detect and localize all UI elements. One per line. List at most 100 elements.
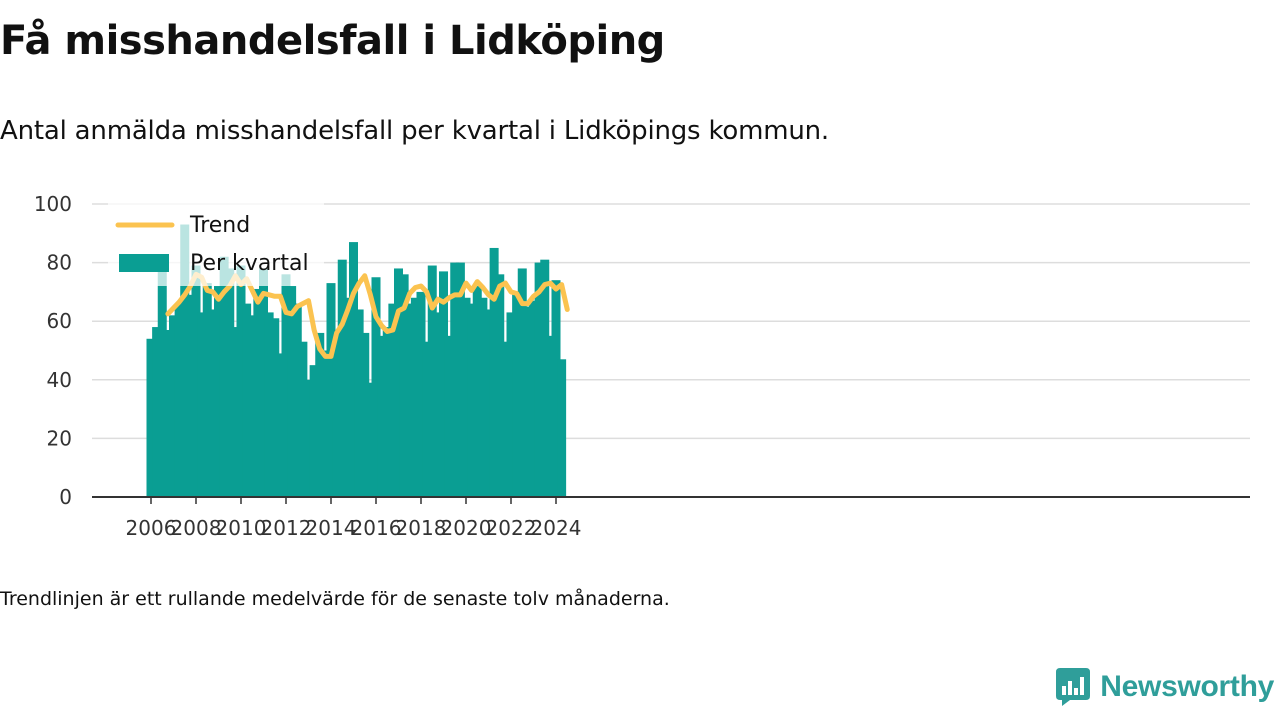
bar	[337, 259, 347, 497]
bar	[191, 265, 201, 497]
y-tick-label: 20	[47, 426, 72, 450]
x-tick-label: 2012	[261, 516, 312, 540]
bar	[332, 332, 342, 497]
bar	[371, 277, 381, 497]
bar	[472, 286, 482, 497]
bar	[298, 341, 308, 497]
brand-name: Newsworthy	[1100, 670, 1274, 703]
bar	[287, 286, 297, 497]
y-tick-label: 60	[47, 309, 72, 333]
bar	[489, 247, 499, 497]
x-tick-label: 2014	[306, 516, 357, 540]
x-tick-label: 2022	[486, 516, 537, 540]
bar	[174, 303, 184, 497]
bar	[461, 297, 471, 497]
bar	[152, 327, 162, 497]
y-tick-label: 100	[34, 192, 72, 216]
bar	[551, 280, 561, 497]
bar	[185, 294, 195, 497]
bar	[270, 318, 280, 497]
bar	[320, 350, 330, 497]
x-tick-label: 2020	[441, 516, 492, 540]
bar	[225, 268, 235, 497]
bar	[433, 312, 443, 497]
bar	[230, 327, 240, 497]
bar	[214, 286, 223, 497]
bar	[388, 303, 398, 497]
legend-bar-label: Per kvartal	[190, 251, 309, 276]
x-tick-label: 2018	[396, 516, 447, 540]
bar	[264, 312, 274, 497]
bar	[517, 268, 527, 497]
bar	[326, 283, 336, 497]
bar	[484, 309, 493, 497]
bar	[354, 309, 364, 497]
bar	[540, 259, 550, 497]
x-tick-label: 2008	[171, 516, 222, 540]
bar	[382, 327, 392, 497]
x-tick-label: 2024	[531, 516, 582, 540]
bar	[292, 303, 302, 497]
bar	[247, 315, 257, 497]
bar	[343, 297, 353, 497]
bar	[253, 288, 263, 497]
bar	[169, 315, 178, 497]
bar	[405, 303, 415, 497]
bar-chart-bubble-icon	[1056, 668, 1091, 706]
bar	[349, 242, 358, 497]
bar	[439, 271, 448, 497]
bar	[219, 256, 229, 497]
bar	[495, 274, 505, 497]
bar	[534, 262, 544, 497]
bar	[304, 379, 313, 497]
brand-logo: Newsworthy	[1056, 668, 1274, 706]
bar	[315, 332, 325, 497]
bar	[455, 262, 465, 497]
bar	[242, 303, 252, 497]
bar	[529, 300, 538, 497]
bar	[427, 265, 437, 497]
bar	[202, 283, 212, 497]
legend: Trend Per kvartal	[108, 202, 324, 286]
footnote: Trendlinjen är ett rullande medelvärde f…	[0, 588, 670, 610]
x-tick-label: 2010	[216, 516, 267, 540]
bar-series	[146, 224, 567, 497]
bar	[377, 335, 387, 497]
bar	[416, 291, 426, 497]
bar	[557, 359, 567, 497]
bar	[506, 312, 516, 497]
page-title: Få misshandelsfall i Lidköping	[0, 18, 665, 64]
bar	[281, 274, 291, 497]
bar	[478, 297, 488, 497]
bar	[180, 224, 190, 497]
x-tick-label: 2016	[351, 516, 402, 540]
legend-trend-label: Trend	[189, 213, 250, 238]
bar	[467, 303, 477, 497]
axes: 0 20 40 60 80 100 2006200820102012201420162018…	[34, 192, 1250, 540]
y-tick-label: 0	[59, 485, 72, 509]
bar	[259, 268, 268, 497]
bar	[545, 335, 555, 497]
bar	[309, 365, 319, 497]
bar	[422, 341, 432, 497]
bar	[208, 309, 218, 497]
bar	[163, 329, 173, 497]
bar	[360, 332, 370, 497]
bar	[500, 341, 510, 497]
bar	[444, 335, 454, 497]
legend-bar-swatch	[119, 254, 169, 272]
page-subtitle: Antal anmälda misshandelsfall per kvarta…	[0, 116, 829, 146]
y-tick-label: 40	[47, 368, 72, 392]
y-tick-label: 80	[47, 251, 72, 275]
bar	[410, 297, 420, 497]
bar	[512, 291, 522, 497]
bar	[146, 338, 156, 497]
x-tick-label: 2006	[126, 516, 177, 540]
bar	[275, 353, 285, 497]
bar	[523, 306, 533, 497]
quarterly-assault-chart: 0 20 40 60 80 100 2006200820102012201420162018…	[34, 192, 1250, 540]
bar	[197, 312, 207, 497]
bar	[394, 268, 403, 497]
bar	[365, 382, 375, 497]
bar	[157, 259, 167, 497]
